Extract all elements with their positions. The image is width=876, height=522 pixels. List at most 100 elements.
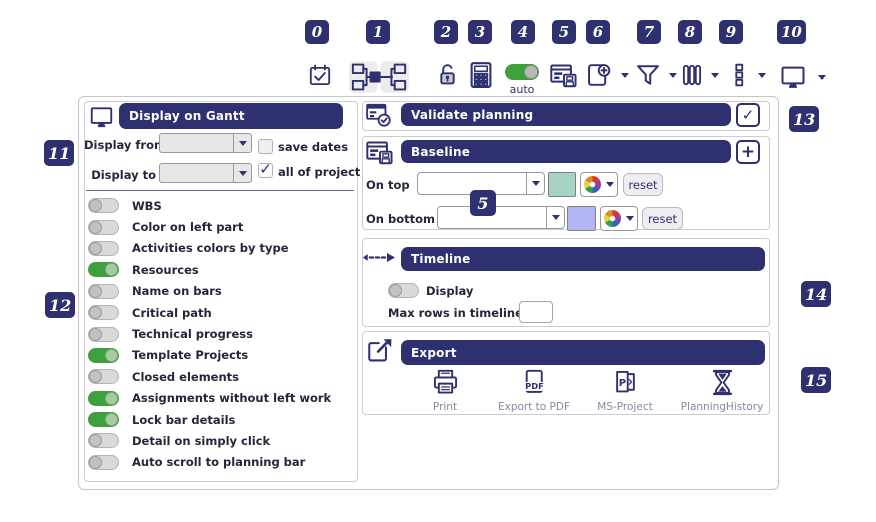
toggle-switch[interactable] (88, 412, 119, 428)
export-item-label: MS-Project (597, 401, 653, 413)
toggle-label: Auto scroll to planning bar (132, 455, 306, 470)
on-bottom-color-caret-icon (626, 216, 634, 221)
filter-icon[interactable] (633, 61, 677, 89)
toggle-label: Assignments without left work (132, 391, 332, 406)
toggle-row: Activities colors by type (88, 238, 352, 259)
display-options-icon[interactable] (778, 63, 826, 91)
toggle-switch[interactable] (88, 305, 119, 321)
export-item-label: Export to PDF (497, 401, 571, 413)
timeline-display-toggle[interactable] (388, 283, 419, 298)
on-bottom-label: On bottom (366, 212, 435, 226)
toggle-label: Resources (132, 262, 199, 277)
toggle-label: Technical progress (132, 327, 253, 342)
annotation-badge-2: 2 (434, 20, 458, 44)
all-of-project-label: all of project (278, 165, 361, 179)
toggle-row: Detail on simply click (88, 430, 352, 451)
annotation-badge-7: 7 (637, 20, 661, 44)
calendar-check-icon[interactable] (307, 63, 333, 89)
baseline-add-button[interactable]: + (736, 140, 760, 164)
all-of-project-checkbox[interactable]: ✓ (258, 160, 273, 178)
export-icon (364, 336, 396, 367)
toggle-switch[interactable] (88, 454, 119, 470)
annotation-badge-15: 15 (801, 367, 832, 393)
toggle-switch[interactable] (88, 283, 119, 299)
export-header[interactable]: Export (401, 340, 765, 365)
save-planning-view-icon[interactable] (548, 62, 580, 92)
toggle-switch[interactable] (88, 326, 119, 342)
toggle-switch[interactable] (88, 390, 119, 406)
display-to-dropdown[interactable] (159, 163, 252, 183)
max-rows-input[interactable] (519, 301, 553, 323)
timeline-display-label: Display (426, 284, 474, 298)
toggle-row: Critical path (88, 302, 352, 323)
lock-open-icon[interactable] (434, 61, 461, 89)
toggle-switch[interactable] (88, 198, 119, 214)
monitor-icon (88, 104, 115, 130)
validate-planning-header[interactable]: Validate planning (401, 103, 731, 126)
list-options-caret-icon (758, 72, 766, 78)
toggle-row: Template Projects (88, 345, 352, 366)
on-bottom-color-swatch[interactable] (567, 206, 596, 231)
pdf-icon: PDF (520, 368, 549, 397)
validate-planning-button[interactable]: ✓ (736, 103, 760, 127)
toggle-row: Auto scroll to planning bar (88, 452, 352, 473)
on-top-color-swatch[interactable] (548, 172, 576, 197)
toggle-label: Template Projects (132, 348, 249, 363)
on-bottom-reset-button[interactable]: reset (642, 207, 683, 230)
display-on-gantt-header[interactable]: Display on Gantt (119, 103, 343, 129)
toggle-switch[interactable] (88, 347, 119, 363)
on-bottom-caret-icon (551, 215, 560, 220)
toggle-switch[interactable] (88, 240, 119, 256)
list-options-icon[interactable] (726, 61, 766, 89)
columns-icon[interactable] (679, 62, 719, 88)
add-zoom-caret-icon (621, 72, 629, 78)
on-top-reset-button[interactable]: reset (623, 173, 663, 196)
toggle-row: Name on bars (88, 281, 352, 302)
annotation-badge-12: 12 (45, 292, 76, 318)
toggle-switch[interactable] (88, 369, 119, 385)
on-top-caret-icon (531, 181, 540, 186)
toggle-switch[interactable] (88, 219, 119, 235)
printer-icon (431, 368, 460, 397)
save-dates-checkbox[interactable] (258, 139, 273, 154)
export-item[interactable]: PDF Export to PDF (479, 368, 589, 413)
annotation-badge-13: 13 (789, 106, 820, 132)
toggle-label: Lock bar details (132, 412, 236, 427)
display-from-dropdown[interactable] (159, 133, 252, 153)
export-item-label: Print (432, 401, 458, 413)
annotation-badge-8: 8 (678, 20, 702, 44)
annotation-badge-0: 0 (305, 20, 329, 44)
annotation-badge-1: 1 (366, 20, 390, 44)
on-bottom-color-picker-button[interactable] (600, 206, 638, 231)
display-from-caret-icon (238, 140, 247, 146)
dependencies-icon[interactable] (348, 60, 410, 94)
svg-text:P: P (618, 378, 625, 389)
baseline-header[interactable]: Baseline (401, 140, 731, 163)
toggle-label: Activities colors by type (132, 241, 289, 256)
hourglass-icon (708, 368, 737, 397)
auto-toggle-label: auto (509, 83, 535, 96)
color-wheel-icon (584, 176, 601, 193)
panel-divider (86, 190, 354, 191)
on-top-dropdown[interactable] (417, 172, 545, 195)
export-item[interactable]: P MS-Project (570, 368, 680, 413)
annotation-badge-9: 9 (719, 20, 743, 44)
baseline-icon (364, 139, 396, 169)
add-zoom-icon[interactable] (585, 61, 629, 89)
svg-text:PDF: PDF (525, 381, 544, 391)
auto-toggle-switch[interactable] (505, 64, 539, 80)
on-bottom-dropdown[interactable] (437, 206, 565, 229)
display-to-caret-icon (238, 170, 247, 176)
toggle-switch[interactable] (88, 433, 119, 449)
calculator-icon[interactable] (466, 60, 496, 90)
timeline-header[interactable]: Timeline (401, 247, 765, 271)
msproject-icon: P (611, 368, 640, 397)
export-item[interactable]: Print (390, 368, 500, 413)
validate-planning-icon (364, 101, 394, 129)
export-item[interactable]: PlanningHistory (667, 368, 777, 413)
on-top-color-picker-button[interactable] (580, 172, 618, 197)
timeline-arrow-icon (361, 250, 398, 265)
display-from-label: Display from (84, 138, 166, 152)
filter-caret-icon (669, 72, 677, 78)
toggle-switch[interactable] (88, 262, 119, 278)
